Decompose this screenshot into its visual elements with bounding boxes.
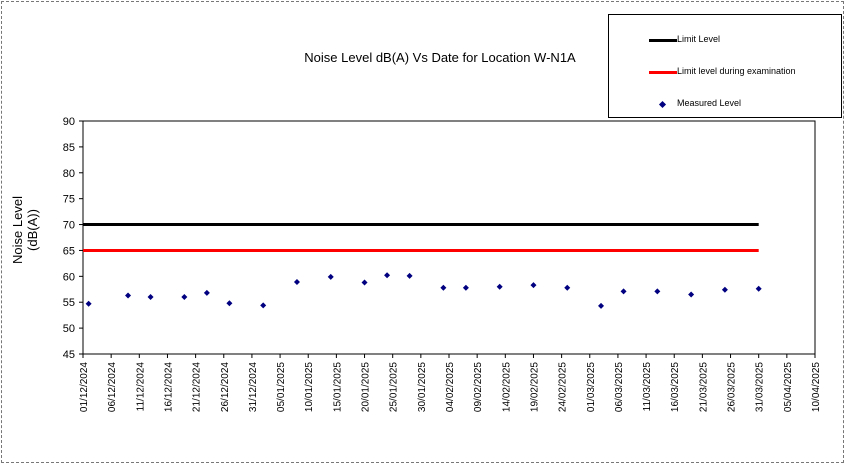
x-tick-label: 19/02/2025 — [529, 362, 540, 412]
y-tick-label: 75 — [63, 194, 75, 206]
y-axis-label-line: (dB(A)) — [25, 209, 40, 251]
legend-line-red — [649, 71, 677, 74]
measured-level-point — [755, 285, 762, 292]
x-tick-label: 04/02/2025 — [445, 362, 456, 412]
y-tick-label: 65 — [63, 245, 75, 257]
measured-level-point — [406, 272, 413, 279]
measured-level-point — [564, 284, 571, 291]
measured-level-point — [260, 302, 267, 309]
legend-label: Measured Level — [677, 98, 742, 108]
measured-level-point — [203, 289, 210, 296]
y-tick-label: 70 — [63, 220, 75, 232]
legend-item-limit-level: Limit Level — [609, 33, 843, 49]
measured-level-point — [384, 272, 391, 279]
x-tick-label: 24/02/2025 — [558, 362, 569, 412]
measured-level-point — [85, 300, 92, 307]
x-tick-label: 31/03/2025 — [755, 362, 766, 412]
x-tick-label: 14/02/2025 — [501, 362, 512, 412]
measured-level-point — [721, 286, 728, 293]
y-tick-label: 60 — [63, 271, 75, 283]
legend-label: Limit level during examination — [677, 66, 796, 76]
x-tick-label: 20/01/2025 — [361, 362, 372, 412]
x-tick-label: 21/12/2024 — [192, 362, 203, 412]
y-tick-label: 85 — [63, 142, 75, 154]
x-tick-label: 21/03/2025 — [698, 362, 709, 412]
measured-level-point — [496, 283, 503, 290]
legend-item-measured-level: Measured Level — [609, 97, 843, 113]
measured-level-point — [125, 292, 132, 299]
y-tick-label: 50 — [63, 323, 75, 335]
measured-level-point — [530, 282, 537, 289]
legend: Limit Level Limit level during examinati… — [608, 14, 842, 118]
x-tick-label: 10/01/2025 — [304, 362, 315, 412]
x-tick-label: 26/03/2025 — [727, 362, 738, 412]
y-tick-label: 55 — [63, 297, 75, 309]
measured-level-point — [620, 288, 627, 295]
measured-level-point — [361, 279, 368, 286]
x-tick-label: 01/03/2025 — [586, 362, 597, 412]
x-tick-label: 10/04/2025 — [811, 362, 822, 412]
measured-level-point — [226, 300, 233, 307]
measured-level-point — [462, 284, 469, 291]
plot-area — [82, 120, 816, 355]
x-tick-label: 11/03/2025 — [642, 362, 653, 412]
y-axis-label-wrap: Noise Level (dB(A)) — [4, 185, 40, 285]
legend-item-limit-during-exam: Limit level during examination — [609, 65, 843, 81]
x-tick-label: 16/03/2025 — [670, 362, 681, 412]
y-tick-label: 45 — [63, 349, 75, 361]
x-tick-label: 26/12/2024 — [220, 362, 231, 412]
measured-level-point — [598, 302, 605, 309]
legend-line-black — [649, 39, 677, 42]
x-tick-label: 01/12/2024 — [79, 362, 90, 412]
x-tick-label: 06/03/2025 — [614, 362, 625, 412]
x-tick-label: 16/12/2024 — [163, 362, 174, 412]
legend-label: Limit Level — [677, 34, 721, 44]
x-tick-label: 05/04/2025 — [783, 362, 794, 412]
x-tick-label: 11/12/2024 — [135, 362, 146, 412]
measured-level-point — [327, 273, 334, 280]
x-tick-label: 31/12/2024 — [248, 362, 259, 412]
y-axis-label-line: Noise Level — [10, 196, 25, 264]
y-tick-label: 90 — [63, 116, 75, 128]
measured-level-point — [654, 288, 661, 295]
y-tick-label: 80 — [63, 168, 75, 180]
measured-level-point — [181, 294, 188, 301]
x-tick-label: 25/01/2025 — [389, 362, 400, 412]
x-tick-label: 15/01/2025 — [332, 362, 343, 412]
y-axis-label: Noise Level (dB(A)) — [10, 175, 40, 285]
x-tick-label: 06/12/2024 — [107, 362, 118, 412]
chart-title: Noise Level dB(A) Vs Date for Location W… — [304, 50, 576, 65]
x-tick-label: 05/01/2025 — [276, 362, 287, 412]
x-tick-label: 30/01/2025 — [417, 362, 428, 412]
measured-level-point — [293, 279, 300, 286]
legend-diamond-marker — [658, 100, 667, 109]
measured-level-point — [440, 284, 447, 291]
x-tick-label: 09/02/2025 — [473, 362, 484, 412]
measured-level-point — [688, 291, 695, 298]
measured-level-point — [147, 294, 154, 301]
